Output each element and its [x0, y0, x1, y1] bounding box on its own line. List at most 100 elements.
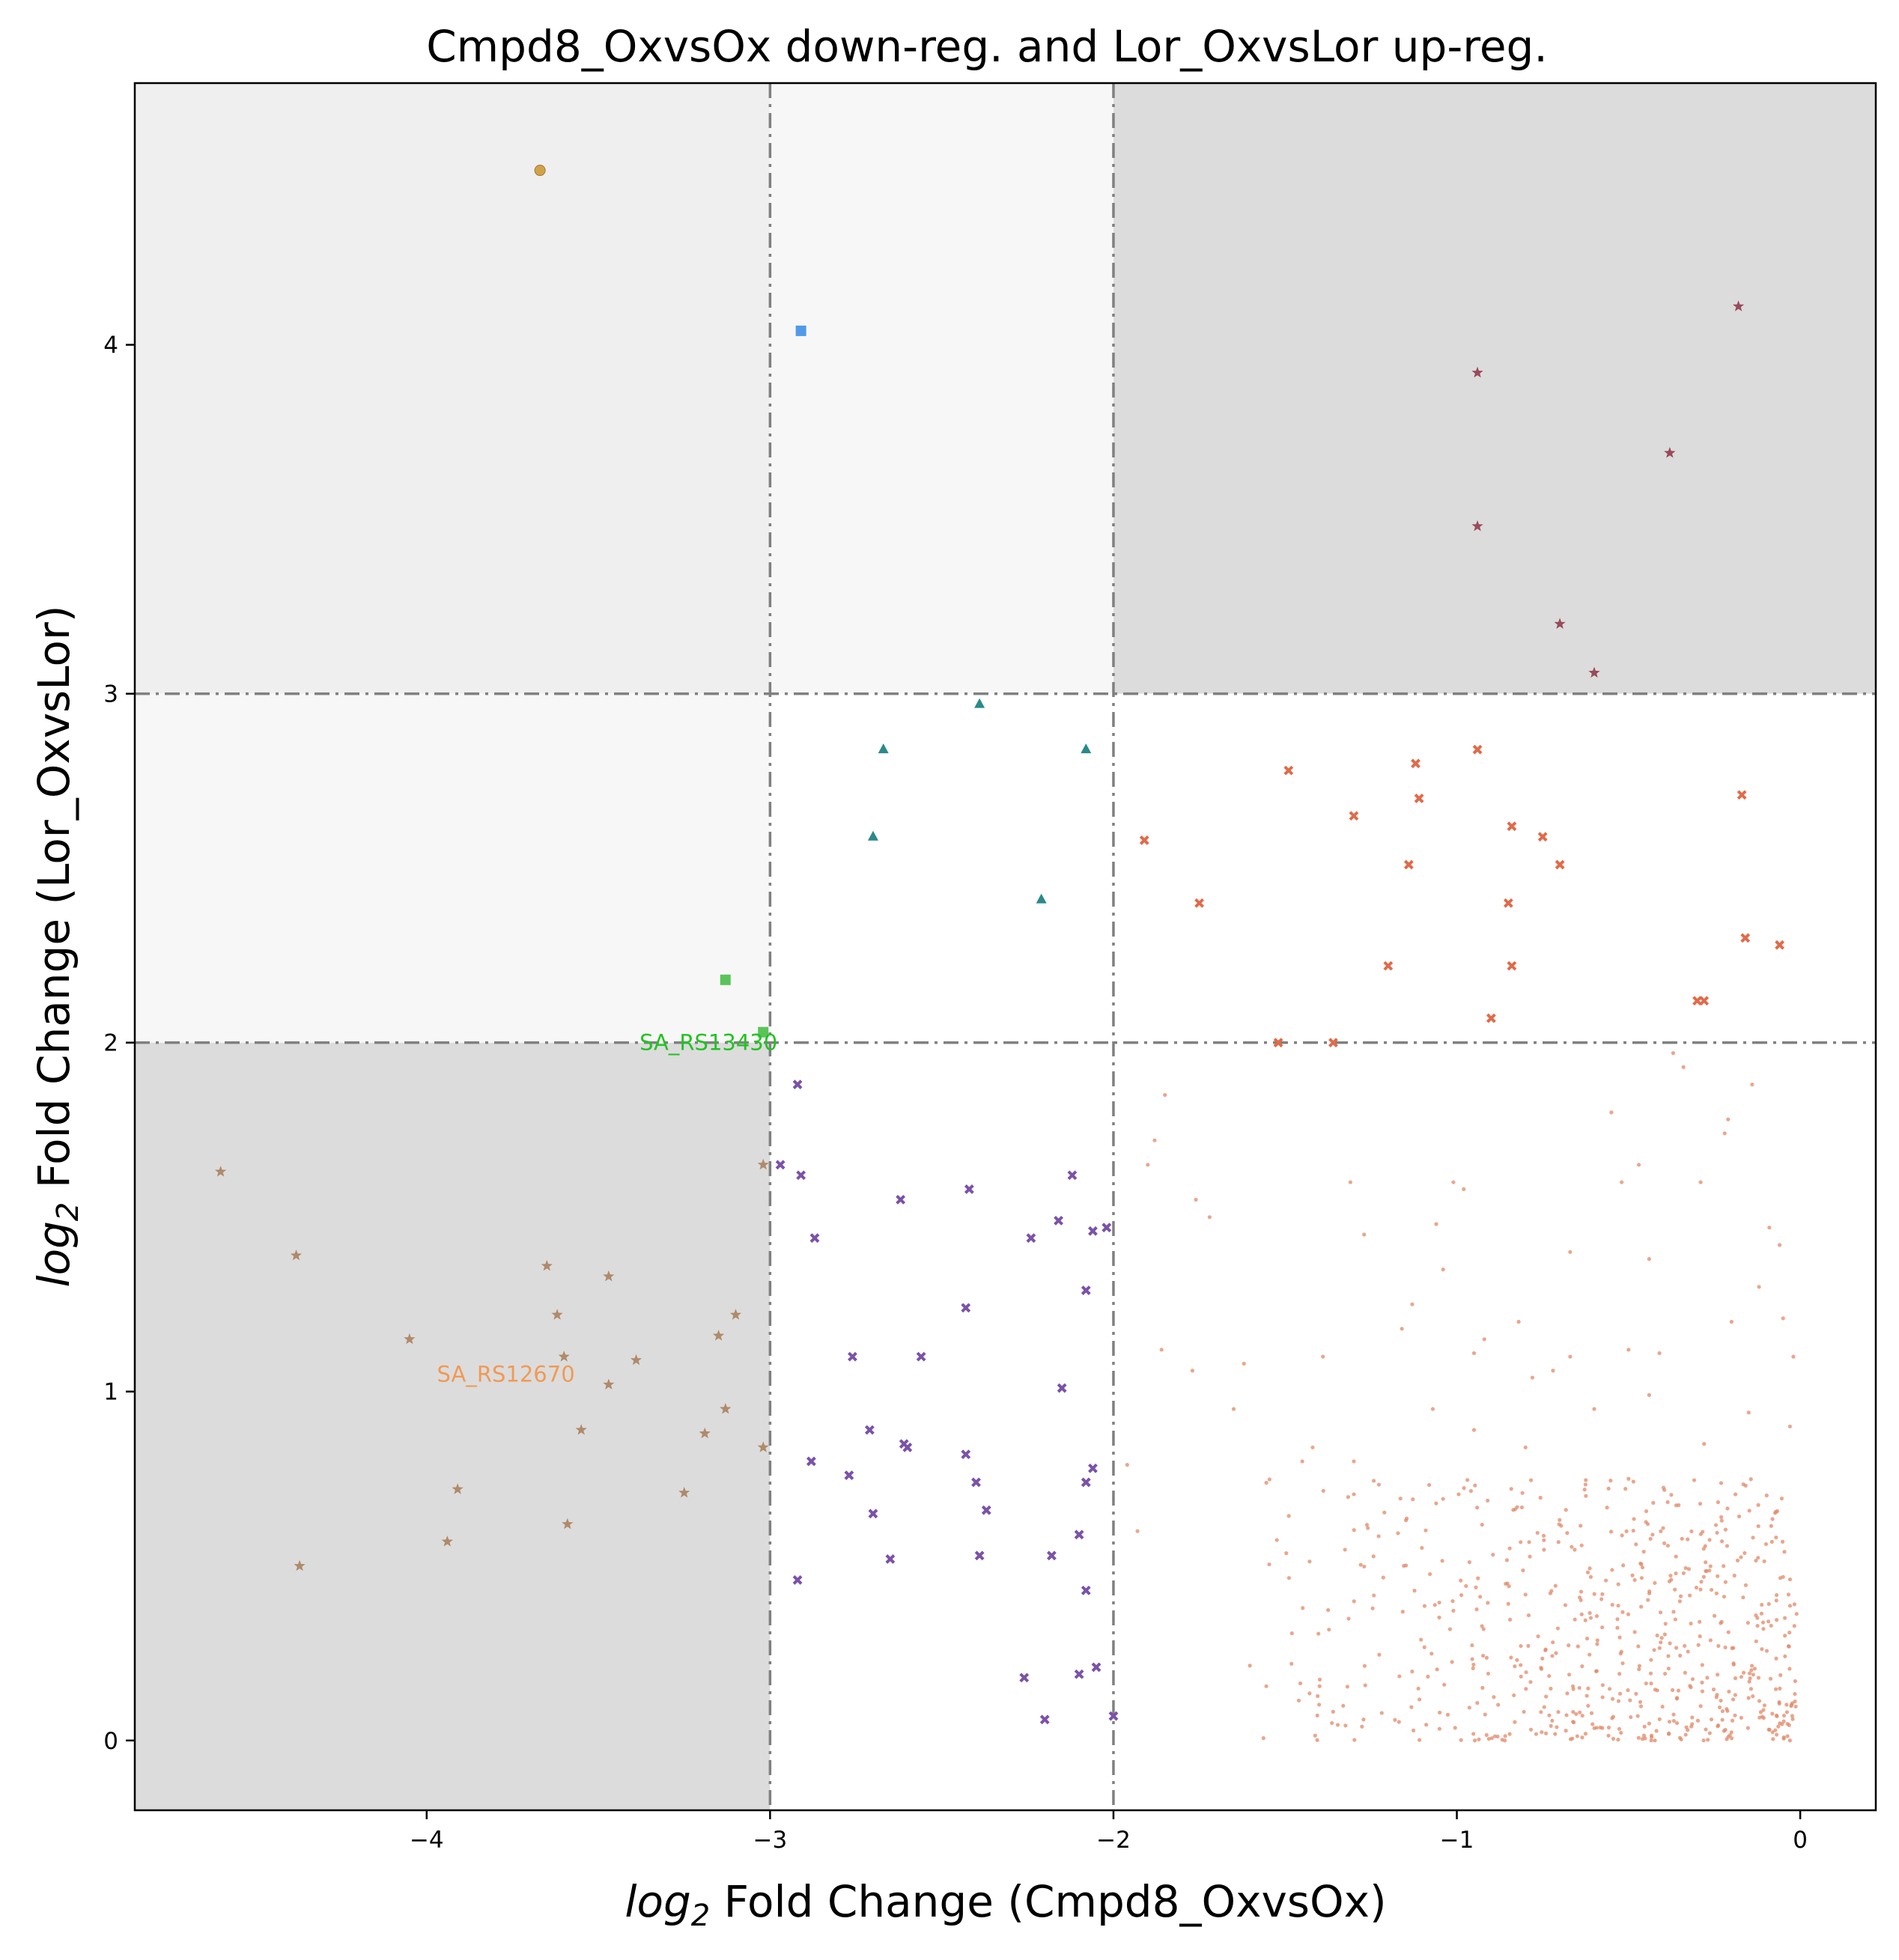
data-point-dot — [1588, 1574, 1593, 1579]
data-point-dot — [1362, 1664, 1367, 1668]
data-point-dot — [1784, 1702, 1789, 1707]
data-point-dot — [1464, 1583, 1468, 1589]
data-point-dot — [1719, 1619, 1724, 1624]
data-point-dot — [1508, 1617, 1513, 1622]
data-point-dot — [1513, 1507, 1517, 1512]
data-point-dot — [1750, 1082, 1754, 1087]
data-point-triangle — [974, 698, 985, 708]
data-point-dot — [1435, 1667, 1439, 1672]
data-point-dot — [1689, 1529, 1694, 1534]
data-point-dot — [1764, 1649, 1769, 1653]
data-point-dot — [1352, 1738, 1357, 1742]
data-point-dot — [1787, 1577, 1793, 1582]
data-point-dot — [1534, 1732, 1539, 1736]
data-point-dot — [1471, 1732, 1476, 1736]
data-point-dot — [1708, 1564, 1713, 1568]
data-point-dot — [1573, 1547, 1577, 1552]
data-point-dot — [1762, 1703, 1766, 1708]
data-point-dot — [1719, 1698, 1723, 1703]
data-point-dot — [1638, 1699, 1643, 1705]
data-point-dot — [1648, 1671, 1653, 1676]
data-point-dot — [1500, 1738, 1504, 1742]
data-point-dot — [1768, 1676, 1773, 1681]
x-tick-label: 0 — [1793, 1827, 1808, 1854]
data-point-dot — [1438, 1710, 1442, 1715]
data-point-dot — [1484, 1655, 1489, 1660]
data-point-dot — [1555, 1725, 1559, 1729]
data-point-dot — [1231, 1407, 1236, 1411]
data-point-dot — [1677, 1599, 1682, 1604]
data-point-star — [757, 1158, 769, 1170]
data-point-dot — [1343, 1723, 1348, 1728]
data-point-dot — [1690, 1715, 1695, 1720]
data-point-x — [848, 1351, 857, 1362]
data-point-dot — [1528, 1478, 1534, 1482]
data-point-dot — [1666, 1654, 1671, 1658]
data-point-dot — [1782, 1550, 1787, 1554]
data-point-dot — [1715, 1693, 1719, 1697]
data-point-dot — [1657, 1351, 1662, 1356]
data-point-dot — [1551, 1640, 1555, 1645]
data-point-x — [1411, 758, 1421, 769]
data-point-dot — [1590, 1722, 1595, 1726]
data-point-dot — [1524, 1670, 1528, 1675]
data-point-dot — [1766, 1619, 1771, 1624]
data-point-dot — [1722, 1729, 1726, 1733]
data-point-dot — [1513, 1664, 1517, 1669]
threshold-lines — [135, 83, 1876, 1810]
data-point-dot — [1321, 1488, 1325, 1493]
data-point-dot — [1636, 1644, 1641, 1649]
data-point-dot — [1503, 1734, 1507, 1738]
data-point-dot — [1583, 1732, 1588, 1736]
data-point-dot — [1616, 1699, 1621, 1703]
data-point-dot — [1608, 1479, 1613, 1483]
data-point-dot — [1459, 1738, 1463, 1742]
data-point-dot — [1640, 1565, 1645, 1570]
data-point-dot — [1719, 1515, 1724, 1520]
data-point-dot — [1523, 1445, 1528, 1449]
data-point-dot — [1553, 1732, 1558, 1736]
data-point-star — [294, 1559, 306, 1571]
data-point-dot — [1519, 1540, 1523, 1544]
data-point-x — [1507, 821, 1517, 832]
data-point-dot — [1722, 1564, 1726, 1568]
data-point-dot — [1777, 1699, 1781, 1705]
data-point-dot — [1787, 1667, 1792, 1671]
data-point-dot — [1609, 1110, 1614, 1115]
data-point-triangle — [1036, 893, 1047, 904]
data-point-star — [1471, 366, 1483, 378]
data-point-dot — [1509, 1487, 1513, 1491]
data-point-triangle — [878, 743, 889, 754]
data-point-dot — [1726, 1630, 1731, 1634]
data-point-dot — [1519, 1505, 1525, 1510]
data-point-dot — [1723, 1580, 1728, 1584]
data-point-dot — [1483, 1712, 1487, 1717]
data-point-dot — [1647, 1589, 1652, 1594]
data-point-dot — [1775, 1732, 1779, 1737]
data-point-dot — [1762, 1559, 1766, 1564]
data-point-dot — [1674, 1646, 1679, 1650]
data-point-dot — [1667, 1720, 1672, 1724]
data-point-dot — [1640, 1737, 1645, 1741]
data-point-dot — [1618, 1652, 1623, 1656]
data-point-dot — [1751, 1694, 1755, 1699]
data-point-dot — [1791, 1354, 1796, 1359]
data-point-dot — [1787, 1631, 1792, 1635]
data-point-dot — [1651, 1500, 1656, 1505]
data-point-dot — [1676, 1688, 1681, 1693]
data-point-x — [964, 1184, 974, 1194]
data-point-dot — [1548, 1591, 1552, 1595]
data-point-star — [404, 1333, 416, 1345]
data-point-dot — [1376, 1534, 1381, 1539]
data-point-dot — [1437, 1615, 1441, 1620]
data-point-dot — [1580, 1735, 1584, 1740]
data-point-dot — [1207, 1215, 1212, 1220]
data-point-dot — [1418, 1738, 1422, 1742]
data-point-dot — [1600, 1695, 1605, 1699]
data-point-dot — [1657, 1646, 1662, 1650]
data-point-dot — [1307, 1559, 1312, 1564]
data-point-dot — [1567, 1643, 1571, 1648]
data-point-dot — [1674, 1571, 1678, 1576]
data-point-dot — [1542, 1547, 1546, 1552]
data-point-dot — [1766, 1601, 1771, 1607]
